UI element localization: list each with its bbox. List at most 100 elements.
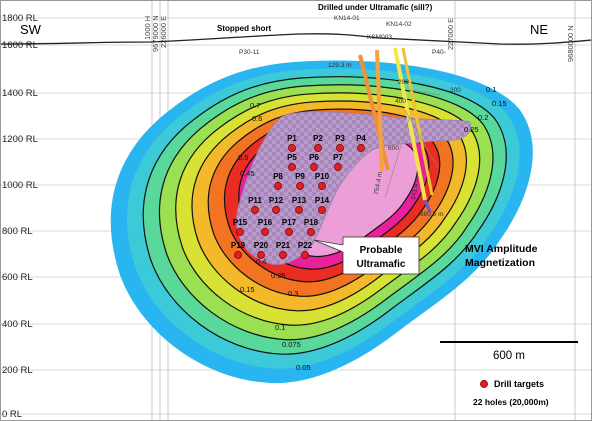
drill-target-p19: [234, 251, 242, 259]
contour-label: 0.35: [271, 271, 286, 280]
hole-tick-200: 200: [398, 79, 409, 86]
rl-label-1600: 1600 RL: [2, 40, 38, 51]
drill-target-label-p5: P5: [287, 153, 297, 162]
contour-label: 0.5: [238, 153, 248, 162]
drill-target-label-p6: P6: [309, 153, 319, 162]
drill-target-label-p7: P7: [333, 153, 343, 162]
rl-label-1800: 1800 RL: [2, 13, 38, 24]
contour-label: 0.4: [256, 257, 266, 266]
drill-target-label-p19: P19: [231, 241, 246, 250]
grid-label-227000e: 227000 E: [446, 18, 455, 50]
contour-label: 0.7: [250, 101, 260, 110]
drill-target-label-p8: P8: [273, 172, 283, 181]
drill-target-label-p18: P18: [304, 218, 319, 227]
drill-target-label-p13: P13: [292, 196, 307, 205]
direction-sw: SW: [20, 22, 42, 37]
drill-targets: [234, 144, 365, 259]
legend-label: Drill targets: [494, 379, 544, 389]
hole-label-p30-11: P30-11: [239, 49, 260, 56]
hole-tick-600: 600: [388, 145, 399, 152]
contour-label: 0.1: [486, 85, 496, 94]
mvi-line-2: Magnetization: [465, 257, 535, 269]
contour-labels: 0.15 0.1 0.075 0.05 0.30.35 0.4 0.45 0.5 0.6 0.7 0…: [238, 85, 507, 372]
rl-label-1000: 1000 RL: [2, 180, 38, 191]
rl-label-1400: 1400 RL: [2, 88, 38, 99]
ultramafic-callout: [313, 236, 420, 275]
grid-label-9680000n: 9680000 N: [566, 25, 575, 62]
legend-target-marker: [480, 380, 488, 388]
drill-target-p11: [251, 206, 259, 214]
drill-target-p16: [261, 228, 269, 236]
hole-tick-200b: 200: [450, 87, 461, 94]
rl-label-800: 800 RL: [2, 226, 33, 237]
grid-label-226000e: 226000 E: [159, 16, 168, 48]
contour-label: 0.1: [275, 323, 285, 332]
drill-target-p7: [334, 163, 342, 171]
contour-label: 0.25: [464, 125, 479, 134]
drilled-under-ultramafic-label: Drilled under Ultramafic (sill?): [318, 3, 433, 12]
drill-target-p1: [288, 144, 296, 152]
mvi-line-1: MVI Amplitude: [465, 243, 538, 255]
contour-label: 0.3: [288, 289, 298, 298]
drill-target-p2: [314, 144, 322, 152]
drill-target-label-p16: P16: [258, 218, 273, 227]
hole-depth-129: 129.3 m: [328, 62, 352, 69]
drill-target-labels: P1 P2 P3 P4 P5 P6 P7 P8 P9 P10 P11 P12 P13 P14 P15 P16 P…: [231, 134, 367, 250]
grid-label-9679000n: 9679000 N: [151, 15, 160, 52]
section-grid-labels: 1000 H 9679000 N 226000 E 227000 E 96800…: [143, 15, 575, 62]
drill-target-p18: [307, 228, 315, 236]
drill-target-label-p10: P10: [315, 172, 330, 181]
drill-target-label-p2: P2: [313, 134, 323, 143]
scale-bar: 600 m: [440, 341, 578, 362]
mvi-title: MVI Amplitude Magnetization: [465, 243, 538, 269]
contour-label: 0.15: [492, 99, 507, 108]
drill-target-p9: [296, 182, 304, 190]
rl-labels: 1800 RL 1600 RL 1400 RL 1200 RL 1000 RL …: [2, 13, 38, 420]
hole-depth-754: 754.4 m: [373, 171, 384, 195]
drill-target-label-p12: P12: [269, 196, 284, 205]
drill-target-label-p1: P1: [287, 134, 297, 143]
hole-label-kn14-02: KN14-02: [386, 21, 412, 28]
drill-target-p20: [257, 251, 265, 259]
drill-target-p4: [357, 144, 365, 152]
stopped-short-label: Stopped short: [217, 24, 272, 33]
scale-bar-label: 600 m: [493, 350, 525, 362]
legend-sublabel: 22 holes (20,000m): [473, 397, 549, 407]
drill-target-label-p20: P20: [254, 241, 269, 250]
hole-depth-880: 880.5 m: [420, 211, 444, 218]
contour-label: 0.075: [282, 340, 301, 349]
callout-ultramafic: Ultramafic: [357, 259, 406, 270]
drill-target-p17: [285, 228, 293, 236]
drill-target-label-p22: P22: [298, 241, 313, 250]
legend: Drill targets 22 holes (20,000m): [473, 379, 549, 407]
drill-target-label-p11: P11: [248, 196, 262, 205]
rl-label-1200: 1200 RL: [2, 134, 38, 145]
drill-target-p14: [318, 206, 326, 214]
drill-target-label-p21: P21: [276, 241, 291, 250]
rl-label-0: 0 RL: [2, 409, 22, 420]
rl-label-600: 600 RL: [2, 272, 33, 283]
drill-target-p13: [295, 206, 303, 214]
drill-target-p10: [318, 182, 326, 190]
drill-holes: [358, 47, 441, 213]
drill-target-p15: [236, 228, 244, 236]
rl-label-400: 400 RL: [2, 319, 33, 330]
hole-depth-841: 841.4 m: [410, 176, 421, 200]
drill-target-label-p17: P17: [282, 218, 297, 227]
hole-tick-400: 400: [395, 98, 406, 105]
drill-target-label-p3: P3: [335, 134, 345, 143]
drill-target-p12: [272, 206, 280, 214]
drill-target-p6: [310, 163, 318, 171]
drill-target-p22: [301, 251, 309, 259]
contour-label: 0.2: [478, 113, 488, 122]
drill-target-p5: [288, 163, 296, 171]
drill-target-label-p4: P4: [356, 134, 366, 143]
drill-target-label-p14: P14: [315, 196, 330, 205]
drill-target-p3: [336, 144, 344, 152]
hole-label-ksm003: KSM003: [367, 34, 392, 41]
drill-hole-labels: P30-11 P40- KN14-01 KN14-02 KSM003 129.3…: [239, 15, 461, 218]
drill-target-label-p9: P9: [295, 172, 305, 181]
contour-label: 0.05: [296, 363, 311, 372]
hole-label-kn14-01: KN14-01: [334, 15, 360, 22]
